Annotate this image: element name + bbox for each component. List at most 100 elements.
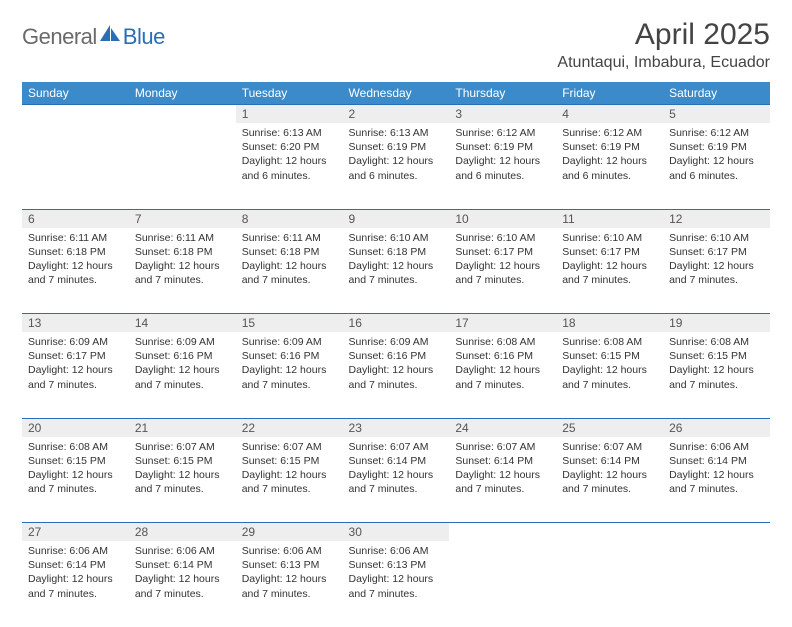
day-number-cell: 16	[343, 314, 450, 333]
day-number-cell: 20	[22, 418, 129, 437]
day-content-cell: Sunrise: 6:07 AMSunset: 6:14 PMDaylight:…	[449, 437, 556, 523]
daylight-line: Daylight: 12 hours	[455, 154, 550, 168]
weekday-header: Monday	[129, 82, 236, 105]
day-number-cell: 18	[556, 314, 663, 333]
sunrise-line: Sunrise: 6:08 AM	[669, 335, 764, 349]
daylight-line: Daylight: 12 hours	[135, 259, 230, 273]
sunset-line: Sunset: 6:16 PM	[135, 349, 230, 363]
sunset-line: Sunset: 6:17 PM	[669, 245, 764, 259]
sunrise-line: Sunrise: 6:10 AM	[562, 231, 657, 245]
daylight-line: Daylight: 12 hours	[242, 572, 337, 586]
sunrise-line: Sunrise: 6:07 AM	[455, 440, 550, 454]
daylight-line: Daylight: 12 hours	[349, 572, 444, 586]
daylight-line: Daylight: 12 hours	[669, 363, 764, 377]
daylight-line: and 7 minutes.	[242, 587, 337, 601]
day-content-cell: Sunrise: 6:06 AMSunset: 6:13 PMDaylight:…	[236, 541, 343, 627]
daylight-line: Daylight: 12 hours	[455, 363, 550, 377]
day-number-row: 20212223242526	[22, 418, 770, 437]
daylight-line: and 6 minutes.	[349, 169, 444, 183]
sunrise-line: Sunrise: 6:06 AM	[349, 544, 444, 558]
sunset-line: Sunset: 6:19 PM	[562, 140, 657, 154]
day-content-cell: Sunrise: 6:12 AMSunset: 6:19 PMDaylight:…	[556, 123, 663, 209]
sunset-line: Sunset: 6:16 PM	[349, 349, 444, 363]
daylight-line: and 7 minutes.	[562, 482, 657, 496]
day-content-cell: Sunrise: 6:07 AMSunset: 6:15 PMDaylight:…	[129, 437, 236, 523]
day-content-cell: Sunrise: 6:09 AMSunset: 6:16 PMDaylight:…	[129, 332, 236, 418]
sunrise-line: Sunrise: 6:09 AM	[135, 335, 230, 349]
daylight-line: and 7 minutes.	[135, 378, 230, 392]
daylight-line: and 7 minutes.	[135, 273, 230, 287]
day-number-cell: 22	[236, 418, 343, 437]
daylight-line: and 6 minutes.	[242, 169, 337, 183]
day-content-cell: Sunrise: 6:07 AMSunset: 6:14 PMDaylight:…	[556, 437, 663, 523]
day-number-cell: 2	[343, 105, 450, 124]
daylight-line: Daylight: 12 hours	[562, 259, 657, 273]
sunrise-line: Sunrise: 6:12 AM	[562, 126, 657, 140]
daylight-line: Daylight: 12 hours	[562, 468, 657, 482]
page-title: April 2025	[557, 18, 770, 52]
sunrise-line: Sunrise: 6:10 AM	[669, 231, 764, 245]
day-number-row: 13141516171819	[22, 314, 770, 333]
daylight-line: and 7 minutes.	[349, 482, 444, 496]
day-number-row: 27282930	[22, 523, 770, 542]
day-number-cell: 26	[663, 418, 770, 437]
day-content-cell: Sunrise: 6:06 AMSunset: 6:14 PMDaylight:…	[22, 541, 129, 627]
sunset-line: Sunset: 6:16 PM	[242, 349, 337, 363]
day-number-cell: 4	[556, 105, 663, 124]
day-content-cell	[663, 541, 770, 627]
sunrise-line: Sunrise: 6:09 AM	[349, 335, 444, 349]
daylight-line: Daylight: 12 hours	[28, 259, 123, 273]
day-number-cell: 24	[449, 418, 556, 437]
sail-icon	[100, 25, 120, 48]
day-number-cell: 12	[663, 209, 770, 228]
sunset-line: Sunset: 6:18 PM	[135, 245, 230, 259]
sunrise-line: Sunrise: 6:08 AM	[562, 335, 657, 349]
sunset-line: Sunset: 6:17 PM	[455, 245, 550, 259]
day-number-cell: 15	[236, 314, 343, 333]
sunset-line: Sunset: 6:17 PM	[562, 245, 657, 259]
sunset-line: Sunset: 6:18 PM	[242, 245, 337, 259]
day-number-cell: 17	[449, 314, 556, 333]
day-content-row: Sunrise: 6:08 AMSunset: 6:15 PMDaylight:…	[22, 437, 770, 523]
day-content-row: Sunrise: 6:06 AMSunset: 6:14 PMDaylight:…	[22, 541, 770, 627]
day-number-cell: 6	[22, 209, 129, 228]
day-number-cell: 30	[343, 523, 450, 542]
day-number-cell: 7	[129, 209, 236, 228]
sunset-line: Sunset: 6:13 PM	[242, 558, 337, 572]
sunrise-line: Sunrise: 6:11 AM	[135, 231, 230, 245]
sunrise-line: Sunrise: 6:09 AM	[242, 335, 337, 349]
day-number-cell: 28	[129, 523, 236, 542]
daylight-line: Daylight: 12 hours	[242, 259, 337, 273]
sunset-line: Sunset: 6:13 PM	[349, 558, 444, 572]
sunset-line: Sunset: 6:17 PM	[28, 349, 123, 363]
weekday-header: Sunday	[22, 82, 129, 105]
sunset-line: Sunset: 6:15 PM	[562, 349, 657, 363]
sunrise-line: Sunrise: 6:11 AM	[28, 231, 123, 245]
calendar-table: Sunday Monday Tuesday Wednesday Thursday…	[22, 82, 770, 627]
sunrise-line: Sunrise: 6:07 AM	[135, 440, 230, 454]
sunrise-line: Sunrise: 6:06 AM	[242, 544, 337, 558]
daylight-line: Daylight: 12 hours	[28, 468, 123, 482]
day-content-cell	[22, 123, 129, 209]
daylight-line: and 6 minutes.	[455, 169, 550, 183]
daylight-line: and 7 minutes.	[455, 273, 550, 287]
daylight-line: Daylight: 12 hours	[135, 572, 230, 586]
sunrise-line: Sunrise: 6:07 AM	[562, 440, 657, 454]
sunset-line: Sunset: 6:19 PM	[669, 140, 764, 154]
daylight-line: Daylight: 12 hours	[349, 363, 444, 377]
daylight-line: and 7 minutes.	[242, 482, 337, 496]
sunset-line: Sunset: 6:15 PM	[28, 454, 123, 468]
day-content-cell: Sunrise: 6:12 AMSunset: 6:19 PMDaylight:…	[449, 123, 556, 209]
day-number-cell	[129, 105, 236, 124]
day-number-cell: 25	[556, 418, 663, 437]
header: General Blue April 2025 Atuntaqui, Imbab…	[22, 18, 770, 72]
daylight-line: Daylight: 12 hours	[455, 259, 550, 273]
daylight-line: and 7 minutes.	[455, 482, 550, 496]
daylight-line: and 7 minutes.	[669, 273, 764, 287]
daylight-line: and 7 minutes.	[242, 378, 337, 392]
daylight-line: Daylight: 12 hours	[669, 468, 764, 482]
day-content-cell: Sunrise: 6:07 AMSunset: 6:15 PMDaylight:…	[236, 437, 343, 523]
sunset-line: Sunset: 6:14 PM	[669, 454, 764, 468]
day-content-cell: Sunrise: 6:06 AMSunset: 6:13 PMDaylight:…	[343, 541, 450, 627]
day-content-cell: Sunrise: 6:11 AMSunset: 6:18 PMDaylight:…	[129, 228, 236, 314]
